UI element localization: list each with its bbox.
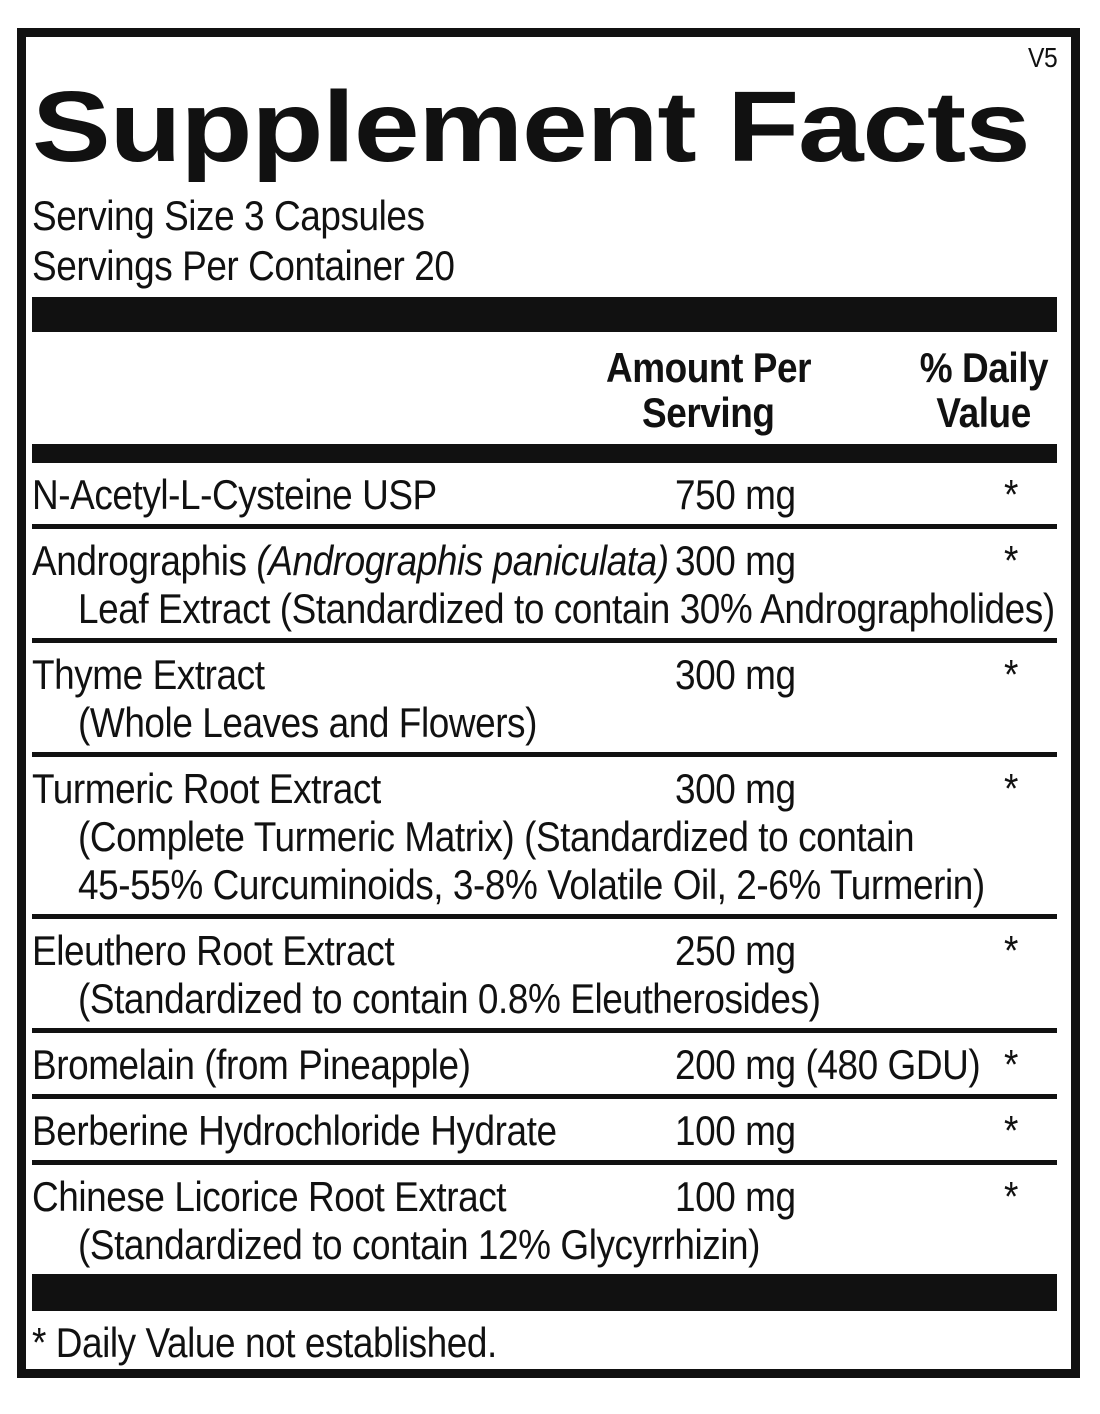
ingredient-detail: (Standardized to contain 0.8% Eleutheros… bbox=[78, 975, 821, 1022]
daily-value-asterisk: * bbox=[1004, 1041, 1018, 1088]
ingredient-amount: 300 mg bbox=[675, 765, 796, 812]
header-spacer bbox=[32, 345, 505, 435]
ingredient-name: N-Acetyl-L-Cysteine USP bbox=[32, 471, 437, 518]
ingredient-amount: 300 mg bbox=[675, 537, 796, 584]
daily-value-header: % Daily Value bbox=[919, 344, 1049, 436]
serving-info: Serving Size 3 Capsules Servings Per Con… bbox=[32, 191, 1057, 291]
divider-bar-bottom bbox=[32, 1274, 1057, 1311]
daily-value-asterisk: * bbox=[1004, 1107, 1018, 1154]
ingredient-row-turmeric: Turmeric Root Extract 300 mg * (Complete… bbox=[32, 752, 1057, 914]
ingredient-row-eleuthero: Eleuthero Root Extract 250 mg * (Standar… bbox=[32, 914, 1057, 1028]
daily-value-asterisk: * bbox=[1004, 471, 1018, 518]
ingredient-row-licorice: Chinese Licorice Root Extract 100 mg * (… bbox=[32, 1160, 1057, 1274]
ingredient-table: N-Acetyl-L-Cysteine USP 750 mg * Androgr… bbox=[32, 463, 1057, 1274]
daily-value-footnote: * Daily Value not established. bbox=[32, 1319, 497, 1366]
daily-value-asterisk: * bbox=[1004, 765, 1018, 812]
amount-per-serving-header: Amount Per Serving bbox=[605, 344, 811, 436]
ingredient-row-thyme: Thyme Extract 300 mg * (Whole Leaves and… bbox=[32, 638, 1057, 752]
ingredient-name: Chinese Licorice Root Extract bbox=[32, 1173, 507, 1220]
supplement-facts-panel: V5 Supplement Facts Serving Size 3 Capsu… bbox=[17, 28, 1080, 1378]
ingredient-name: Eleuthero Root Extract bbox=[32, 927, 395, 974]
divider-bar-header bbox=[32, 444, 1057, 463]
ingredient-detail: (Complete Turmeric Matrix) (Standardized… bbox=[78, 813, 915, 860]
ingredient-amount: 200 mg (480 GDU) bbox=[675, 1041, 981, 1088]
ingredient-name: Bromelain (from Pineapple) bbox=[32, 1041, 471, 1088]
ingredient-name: Andrographis (Andrographis paniculata) bbox=[32, 537, 669, 584]
ingredient-detail: 45-55% Curcuminoids, 3-8% Volatile Oil, … bbox=[78, 861, 985, 908]
servings-per-container: Servings Per Container 20 bbox=[32, 242, 455, 289]
ingredient-name: Turmeric Root Extract bbox=[32, 765, 381, 812]
ingredient-row-nac: N-Acetyl-L-Cysteine USP 750 mg * bbox=[32, 463, 1057, 524]
daily-value-asterisk: * bbox=[1004, 537, 1018, 584]
ingredient-row-berberine: Berberine Hydrochloride Hydrate 100 mg * bbox=[32, 1094, 1057, 1160]
ingredient-amount: 250 mg bbox=[675, 927, 796, 974]
daily-value-asterisk: * bbox=[1004, 651, 1018, 698]
ingredient-amount: 750 mg bbox=[675, 471, 796, 518]
ingredient-amount: 100 mg bbox=[675, 1173, 796, 1220]
version-label: V5 bbox=[32, 42, 1058, 73]
ingredient-detail: (Standardized to contain 12% Glycyrrhizi… bbox=[78, 1221, 761, 1268]
divider-bar-top bbox=[32, 297, 1057, 332]
botanical-name: (Andrographis paniculata) bbox=[256, 537, 669, 584]
ingredient-amount: 300 mg bbox=[675, 651, 796, 698]
ingredient-name: Berberine Hydrochloride Hydrate bbox=[32, 1107, 557, 1154]
version-text: V5 bbox=[1027, 42, 1058, 73]
ingredient-name: Thyme Extract bbox=[32, 651, 265, 698]
panel-title: Supplement Facts bbox=[32, 71, 1031, 183]
daily-value-asterisk: * bbox=[1004, 927, 1018, 974]
ingredient-row-bromelain: Bromelain (from Pineapple) 200 mg (480 G… bbox=[32, 1028, 1057, 1094]
ingredient-detail: Leaf Extract (Standardized to contain 30… bbox=[78, 585, 1055, 632]
ingredient-detail: (Whole Leaves and Flowers) bbox=[78, 699, 537, 746]
serving-size: Serving Size 3 Capsules bbox=[32, 192, 425, 239]
ingredient-row-andrographis: Andrographis (Andrographis paniculata) 3… bbox=[32, 524, 1057, 638]
daily-value-asterisk: * bbox=[1004, 1173, 1018, 1220]
ingredient-amount: 100 mg bbox=[675, 1107, 796, 1154]
column-headers: Amount Per Serving % Daily Value bbox=[32, 332, 1057, 444]
